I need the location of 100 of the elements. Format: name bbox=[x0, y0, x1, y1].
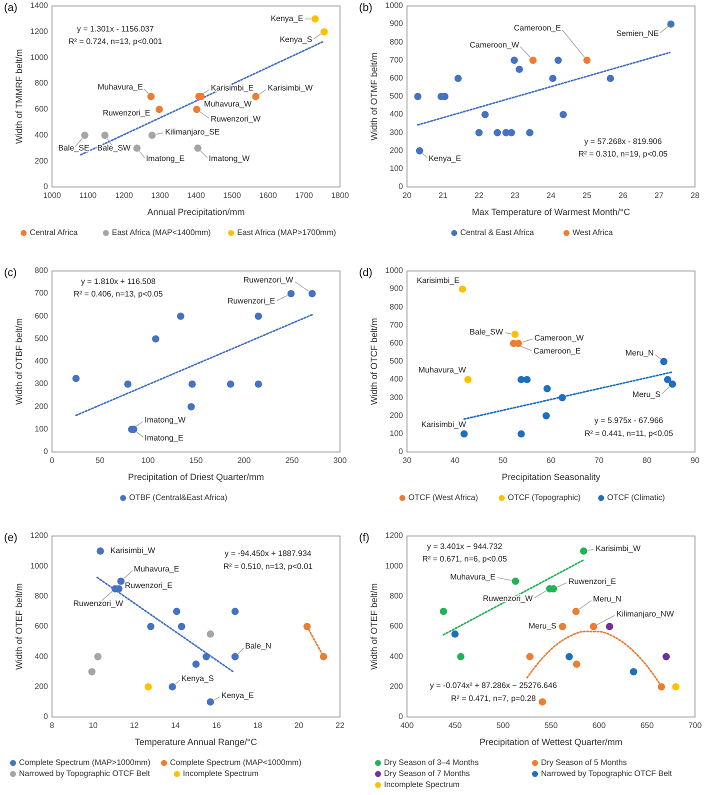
y-tick-label: 1200 bbox=[385, 531, 404, 540]
point bbox=[518, 430, 525, 438]
annotation: Cameroon_W bbox=[470, 40, 520, 50]
legend-label: East Africa (MAP>1700mm) bbox=[237, 228, 336, 238]
point bbox=[526, 129, 534, 136]
y-tick-label: 800 bbox=[34, 266, 49, 276]
x-tick-label: 1100 bbox=[79, 191, 98, 200]
point bbox=[554, 56, 562, 64]
y-tick-label: 200 bbox=[390, 682, 404, 691]
y-tick-label: 700 bbox=[390, 320, 404, 330]
x-tick-label: 25 bbox=[582, 191, 592, 200]
point bbox=[606, 622, 614, 630]
annotation: Kenya_E bbox=[270, 14, 304, 24]
point bbox=[88, 668, 96, 676]
y-tick-label: 1000 bbox=[385, 1, 404, 10]
y-tick-label: 300 bbox=[390, 392, 404, 402]
point bbox=[660, 358, 668, 366]
annotation: Bale_SW bbox=[97, 143, 132, 152]
point bbox=[510, 56, 518, 64]
x-axis-title: Precipitation of Driest Quarter/mm bbox=[128, 472, 264, 482]
point bbox=[226, 380, 234, 388]
chart-title: (d) bbox=[359, 267, 372, 279]
point bbox=[117, 578, 125, 585]
point bbox=[287, 290, 295, 298]
y-tick-label: 200 bbox=[34, 682, 49, 691]
annotation: Bale_SE bbox=[58, 143, 90, 152]
x-tick-label: 20 bbox=[402, 191, 412, 200]
annotation: Kenya_E bbox=[221, 691, 254, 700]
y-tick-label: 0 bbox=[398, 182, 404, 192]
point bbox=[606, 74, 614, 82]
y-tick-label: 600 bbox=[34, 104, 49, 114]
y-tick-label: 800 bbox=[390, 591, 404, 600]
point bbox=[252, 92, 260, 100]
x-tick-label: 50 bbox=[498, 456, 508, 465]
point bbox=[549, 74, 556, 82]
y-tick-label: 300 bbox=[390, 128, 404, 137]
x-tick-label: 70 bbox=[594, 456, 604, 465]
y-tick-label: 500 bbox=[34, 334, 49, 343]
legend-label: Central & East Africa bbox=[460, 228, 535, 238]
x-tick-label: 250 bbox=[285, 456, 300, 465]
point bbox=[583, 56, 591, 64]
x-tick-label: 550 bbox=[544, 721, 558, 730]
y-tick-label: 400 bbox=[34, 356, 49, 366]
annotation: y = 1.301x - 1156.037 bbox=[76, 24, 154, 34]
point bbox=[664, 376, 672, 384]
chart-title: (e) bbox=[4, 532, 18, 544]
x-axis-title: Temperature Annual Range/°C bbox=[134, 737, 258, 747]
point bbox=[308, 290, 316, 298]
annotation: Imatong_W bbox=[144, 415, 186, 424]
point bbox=[464, 376, 472, 384]
annotation: Meru_S bbox=[528, 622, 557, 631]
y-tick-label: 800 bbox=[34, 78, 49, 88]
legend-label: Central Africa bbox=[30, 228, 78, 238]
point bbox=[101, 132, 109, 139]
chart-title: (c) bbox=[4, 267, 17, 279]
x-tick-label: 50 bbox=[96, 456, 105, 465]
x-tick-label: 22 bbox=[336, 721, 345, 730]
annotation: Ruwenzori_E bbox=[124, 580, 172, 590]
point bbox=[526, 653, 534, 660]
annotation: Kenya_S bbox=[280, 34, 312, 44]
y-tick-label: 1000 bbox=[385, 266, 404, 276]
annotation: Imatong_E bbox=[144, 433, 184, 442]
annotation: R² = 0.310, n=19, p<0.05 bbox=[578, 150, 668, 159]
legend-label: Complete Spectrum (MAP<1000mm) bbox=[170, 758, 302, 768]
legend-label: OTBF (Central&East Africa) bbox=[129, 493, 228, 502]
x-tick-label: 1500 bbox=[223, 191, 242, 200]
y-tick-label: 200 bbox=[390, 410, 404, 420]
annotation: Muhavura_E bbox=[134, 564, 180, 574]
y-tick-label: 800 bbox=[34, 591, 49, 600]
point bbox=[630, 668, 638, 676]
chart-title: (f) bbox=[359, 532, 370, 544]
y-axis-title: Width of OTCF belt/m bbox=[369, 318, 379, 406]
x-tick-label: 90 bbox=[690, 456, 700, 465]
point bbox=[572, 660, 580, 668]
point bbox=[558, 622, 566, 630]
point bbox=[572, 608, 580, 616]
legend-label: Complete Spectrum (MAP>1000mm) bbox=[19, 758, 151, 768]
annotation: Imatong_W bbox=[208, 154, 250, 164]
x-axis-title: Precipitation of Wettest Quarter/mm bbox=[480, 737, 622, 747]
point bbox=[312, 15, 319, 23]
x-tick-label: 10 bbox=[88, 721, 98, 730]
y-tick-label: 100 bbox=[390, 429, 404, 438]
y-tick-label: 0 bbox=[398, 712, 404, 722]
x-tick-label: 650 bbox=[640, 721, 654, 730]
y-tick-label: 1400 bbox=[30, 1, 49, 10]
annotation: Ruwenzori_E bbox=[102, 108, 150, 118]
x-tick-label: 100 bbox=[141, 456, 156, 465]
x-tick-label: 14 bbox=[170, 721, 180, 730]
point bbox=[202, 653, 210, 660]
y-tick-label: 0 bbox=[44, 712, 49, 722]
point bbox=[124, 380, 132, 388]
point bbox=[81, 132, 88, 139]
y-tick-label: 500 bbox=[390, 356, 404, 366]
point bbox=[133, 144, 141, 152]
annotation: Kilimanjaro_NW bbox=[616, 610, 674, 619]
y-axis-title: Width of OTMF belt/m bbox=[369, 52, 379, 141]
x-tick-label: 150 bbox=[189, 456, 204, 465]
annotation: Ruwenzori_E bbox=[227, 296, 276, 306]
annotation: Kenya_S bbox=[181, 674, 214, 683]
annotation: y = 1.810x + 116.508 bbox=[80, 276, 156, 286]
